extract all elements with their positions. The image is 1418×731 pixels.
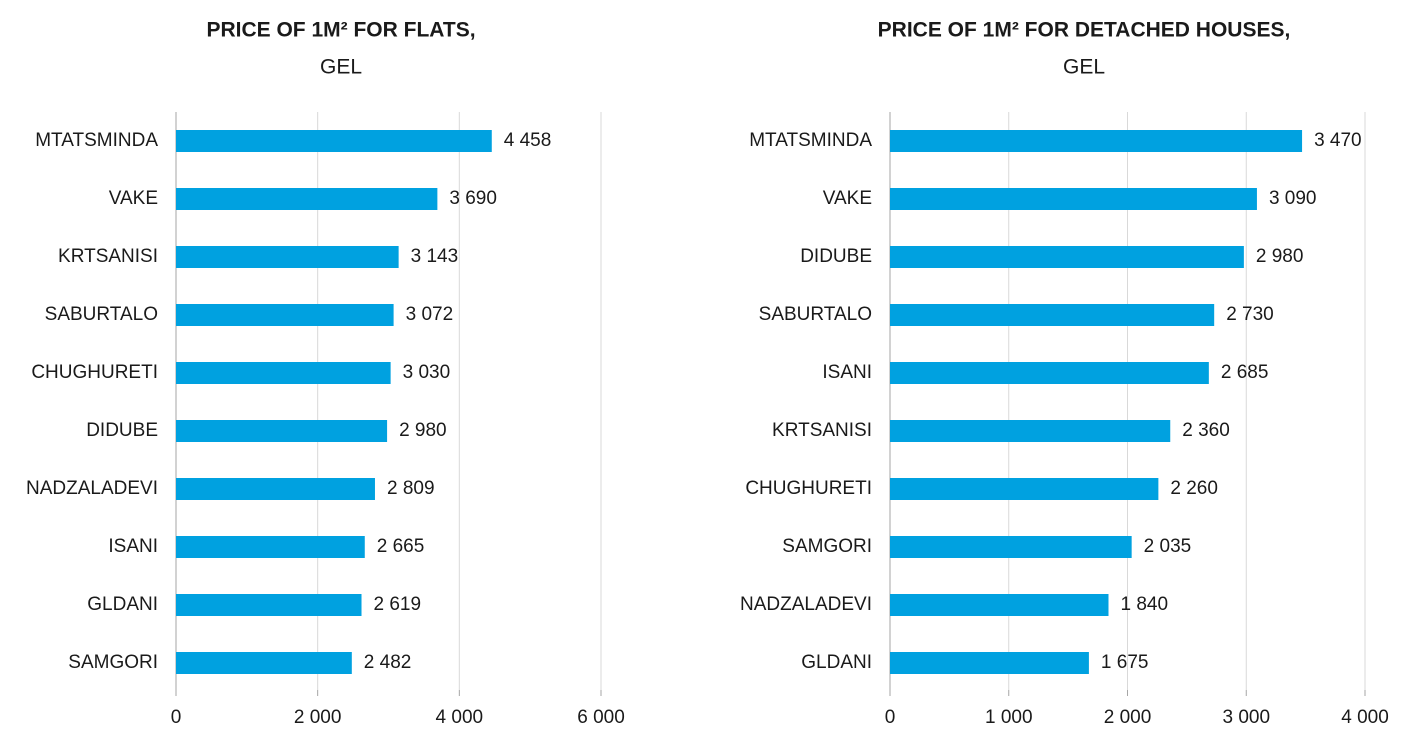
bar: [176, 130, 492, 152]
category-label: SAMGORI: [782, 536, 872, 557]
category-label: NADZALADEVI: [740, 594, 872, 615]
chart-title: PRICE OF 1M² FOR DETACHED HOUSES,: [878, 19, 1291, 42]
category-label: DIDUBE: [800, 246, 872, 267]
bar: [890, 130, 1303, 152]
bar: [890, 478, 1159, 500]
value-label: 3 090: [1269, 188, 1317, 209]
bar: [176, 652, 352, 674]
value-label: 1 675: [1101, 652, 1149, 673]
value-label: 2 482: [364, 652, 412, 673]
chart-subtitle: GEL: [1063, 56, 1105, 79]
value-label: 2 730: [1226, 304, 1274, 325]
x-tick-label: 0: [885, 707, 896, 728]
bar: [176, 246, 399, 268]
value-label: 2 685: [1221, 362, 1269, 383]
bar: [176, 362, 391, 384]
value-label: 2 619: [374, 594, 422, 615]
bar: [890, 420, 1171, 442]
x-tick-label: 2 000: [294, 707, 342, 728]
value-label: 3 072: [406, 304, 454, 325]
category-label: VAKE: [109, 188, 158, 209]
x-tick-label: 2 000: [1104, 707, 1152, 728]
value-label: 2 665: [377, 536, 425, 557]
bar: [890, 188, 1257, 210]
chart-subtitle: GEL: [320, 56, 362, 79]
bar: [890, 652, 1089, 674]
category-label: SAMGORI: [68, 652, 158, 673]
bar: [890, 594, 1109, 616]
value-label: 2 980: [1256, 246, 1304, 267]
category-label: MTATSMINDA: [35, 130, 158, 151]
category-label: SABURTALO: [45, 304, 158, 325]
x-tick-label: 1 000: [985, 707, 1033, 728]
bar: [176, 420, 388, 442]
x-tick-label: 0: [171, 707, 182, 728]
bar: [176, 478, 375, 500]
value-label: 4 458: [504, 130, 552, 151]
category-label: KRTSANISI: [58, 246, 158, 267]
category-label: ISANI: [108, 536, 158, 557]
value-label: 2 809: [387, 478, 435, 499]
bar: [890, 362, 1209, 384]
x-tick-label: 6 000: [577, 707, 625, 728]
x-tick-label: 3 000: [1222, 707, 1270, 728]
chart-title: PRICE OF 1M² FOR FLATS,: [206, 19, 475, 42]
x-tick-label: 4 000: [1341, 707, 1389, 728]
bar: [890, 246, 1244, 268]
category-label: CHUGHURETI: [745, 478, 872, 499]
bar: [176, 536, 365, 558]
category-label: KRTSANISI: [772, 420, 872, 441]
value-label: 3 030: [403, 362, 451, 383]
x-tick-label: 4 000: [436, 707, 484, 728]
category-label: NADZALADEVI: [26, 478, 158, 499]
bar: [176, 594, 362, 616]
bar: [890, 536, 1132, 558]
category-label: CHUGHURETI: [31, 362, 158, 383]
value-label: 3 143: [411, 246, 459, 267]
category-label: DIDUBE: [86, 420, 158, 441]
category-label: VAKE: [823, 188, 872, 209]
category-label: SABURTALO: [759, 304, 872, 325]
category-label: GLDANI: [801, 652, 872, 673]
value-label: 2 980: [399, 420, 447, 441]
value-label: 1 840: [1121, 594, 1169, 615]
category-label: GLDANI: [87, 594, 158, 615]
bar: [176, 188, 438, 210]
category-label: MTATSMINDA: [749, 130, 872, 151]
bar: [176, 304, 394, 326]
category-label: ISANI: [822, 362, 872, 383]
value-label: 2 035: [1144, 536, 1192, 557]
value-label: 2 260: [1170, 478, 1218, 499]
value-label: 2 360: [1182, 420, 1230, 441]
value-label: 3 470: [1314, 130, 1362, 151]
bar: [890, 304, 1215, 326]
value-label: 3 690: [449, 188, 497, 209]
